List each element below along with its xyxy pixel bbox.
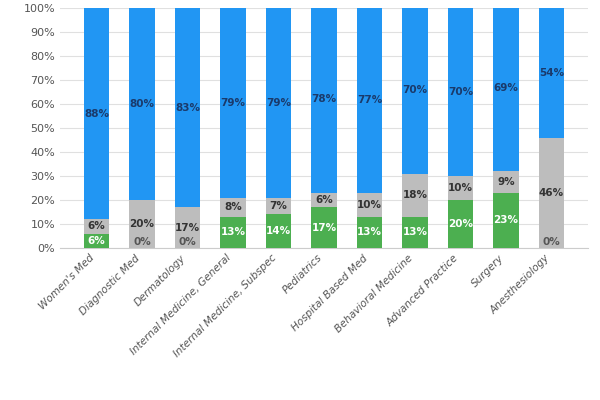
Bar bbox=[220, 217, 245, 248]
Bar bbox=[311, 6, 337, 193]
Bar bbox=[311, 193, 337, 207]
Bar bbox=[493, 193, 518, 248]
Text: 14%: 14% bbox=[266, 226, 291, 236]
Text: 23%: 23% bbox=[493, 215, 518, 226]
Text: 0%: 0% bbox=[133, 237, 151, 247]
Text: 78%: 78% bbox=[311, 94, 337, 104]
Text: 83%: 83% bbox=[175, 103, 200, 113]
Text: 10%: 10% bbox=[448, 183, 473, 193]
Bar bbox=[493, 6, 518, 171]
Bar bbox=[175, 8, 200, 207]
Bar bbox=[357, 193, 382, 217]
Bar bbox=[220, 198, 245, 217]
Bar bbox=[493, 171, 518, 193]
Bar bbox=[357, 8, 382, 193]
Bar bbox=[130, 8, 155, 200]
Text: 80%: 80% bbox=[130, 99, 155, 109]
Text: 6%: 6% bbox=[88, 236, 106, 246]
Text: 77%: 77% bbox=[357, 95, 382, 105]
Text: 13%: 13% bbox=[403, 227, 427, 238]
Text: 17%: 17% bbox=[311, 222, 337, 232]
Bar bbox=[539, 8, 564, 138]
Text: 7%: 7% bbox=[269, 201, 287, 211]
Text: 70%: 70% bbox=[403, 85, 428, 95]
Bar bbox=[84, 8, 109, 219]
Text: 8%: 8% bbox=[224, 202, 242, 212]
Bar bbox=[403, 217, 428, 248]
Text: 18%: 18% bbox=[403, 190, 427, 200]
Text: 10%: 10% bbox=[357, 200, 382, 210]
Bar bbox=[448, 176, 473, 200]
Bar bbox=[266, 8, 291, 198]
Bar bbox=[175, 207, 200, 248]
Text: 0%: 0% bbox=[542, 237, 560, 247]
Text: 6%: 6% bbox=[88, 222, 106, 231]
Bar bbox=[84, 234, 109, 248]
Text: 6%: 6% bbox=[315, 195, 333, 205]
Text: 20%: 20% bbox=[448, 219, 473, 229]
Bar bbox=[84, 219, 109, 234]
Bar bbox=[539, 138, 564, 248]
Bar bbox=[403, 6, 428, 174]
Bar bbox=[130, 200, 155, 248]
Text: 13%: 13% bbox=[221, 227, 245, 238]
Text: 69%: 69% bbox=[494, 83, 518, 93]
Text: 20%: 20% bbox=[130, 219, 155, 229]
Text: 88%: 88% bbox=[84, 109, 109, 119]
Bar bbox=[220, 8, 245, 198]
Bar bbox=[448, 8, 473, 176]
Text: 79%: 79% bbox=[266, 98, 291, 108]
Bar bbox=[266, 198, 291, 214]
Text: 17%: 17% bbox=[175, 222, 200, 232]
Bar bbox=[311, 207, 337, 248]
Bar bbox=[448, 200, 473, 248]
Text: 13%: 13% bbox=[357, 227, 382, 238]
Text: 70%: 70% bbox=[448, 87, 473, 97]
Bar bbox=[357, 217, 382, 248]
Bar bbox=[403, 174, 428, 217]
Text: 0%: 0% bbox=[179, 237, 196, 247]
Text: 46%: 46% bbox=[539, 188, 564, 198]
Text: 79%: 79% bbox=[221, 98, 245, 108]
Text: 54%: 54% bbox=[539, 68, 564, 78]
Bar bbox=[266, 214, 291, 248]
Text: 9%: 9% bbox=[497, 177, 515, 187]
